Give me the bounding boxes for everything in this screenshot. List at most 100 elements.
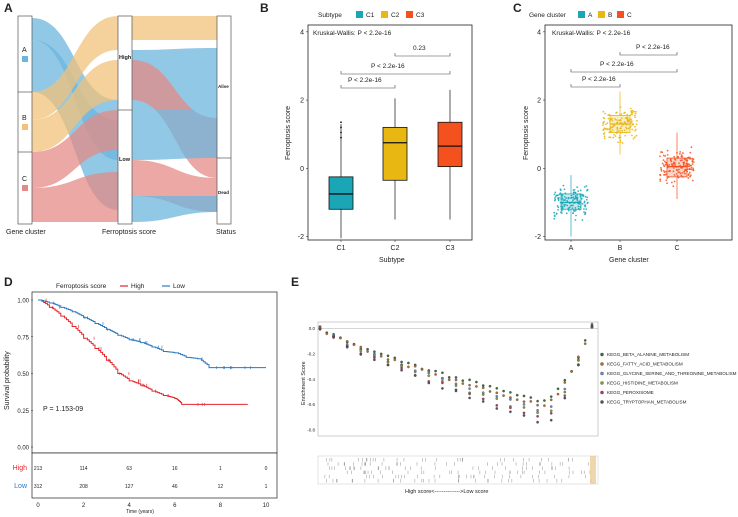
jitter-point	[659, 173, 661, 176]
jitter-point	[692, 169, 695, 172]
gsea-point	[563, 390, 567, 394]
gsea-point	[352, 343, 356, 347]
jitter-point	[614, 135, 617, 137]
gsea-point	[373, 350, 376, 354]
jitter-point	[660, 168, 663, 171]
subtype-pvalue-c2-c3: 0.23	[413, 45, 426, 52]
jitter-point	[617, 130, 619, 133]
ferroptosis-axis	[117, 15, 133, 225]
jitter-point	[584, 195, 587, 198]
km-curve-high	[38, 299, 248, 405]
jitter-point	[630, 125, 632, 127]
jitter-point	[621, 129, 624, 132]
jitter-point	[668, 170, 671, 172]
jitter-point	[604, 128, 607, 130]
gsea-point	[441, 387, 444, 390]
gsea-y-tick-label: -0.4	[307, 377, 315, 382]
jitter-point	[684, 172, 686, 175]
gsea-point	[339, 336, 342, 340]
jitter-point	[553, 217, 556, 220]
jitter-point	[557, 194, 559, 197]
jitter-point	[674, 158, 676, 161]
y-tick-label: 4	[300, 29, 304, 36]
gsea-point	[488, 390, 492, 393]
box-A	[560, 193, 582, 210]
gsea-point	[563, 381, 567, 384]
jitter-point	[692, 161, 695, 163]
jitter-point	[605, 123, 607, 126]
gsea-point	[468, 392, 471, 396]
jitter-point	[586, 202, 589, 205]
jitter-point	[680, 166, 683, 169]
jitter-point	[574, 209, 577, 212]
jitter-point	[623, 129, 626, 132]
jitter-point	[603, 135, 606, 138]
jitter-point	[581, 202, 584, 205]
jitter-point	[677, 171, 680, 174]
y-tick-label: 2	[300, 98, 304, 105]
gsea-point	[454, 378, 458, 382]
survival-x-tick-label: 6	[173, 503, 177, 509]
jitter-point	[669, 158, 672, 161]
outlier-point	[340, 136, 342, 139]
jitter-point	[634, 112, 637, 115]
gsea-y-tick-label: -0.8	[307, 427, 315, 432]
jitter-point	[556, 204, 559, 207]
jitter-point	[659, 178, 662, 181]
jitter-point	[679, 172, 682, 175]
node-label-b: B	[22, 115, 27, 122]
node-label-c: C	[22, 176, 27, 183]
gsea-point	[434, 369, 437, 373]
gsea-legend-label: KEGG_PEROXISOME	[607, 390, 654, 395]
jitter-point	[676, 174, 679, 177]
gsea-point	[536, 411, 539, 415]
jitter-point	[689, 156, 691, 159]
gene-cluster-plot-area: -2 0 2 4 A B C	[535, 29, 695, 252]
jitter-point	[633, 114, 636, 117]
jitter-point	[685, 169, 688, 172]
jitter-point	[631, 134, 633, 137]
risk-count: 1	[219, 466, 222, 472]
gsea-point	[509, 406, 512, 410]
gsea-point	[481, 384, 485, 387]
jitter-point	[624, 121, 627, 124]
sankey-flow-left	[32, 172, 118, 222]
gsea-point	[590, 324, 594, 327]
jitter-point	[568, 206, 571, 209]
risk-table	[31, 452, 278, 499]
jitter-point	[634, 125, 636, 128]
gsea-point	[427, 371, 431, 375]
jitter-point	[610, 130, 613, 133]
gsea-point	[583, 339, 587, 342]
gsea-y-tick-label: -0.2	[307, 351, 315, 356]
jitter-point	[566, 199, 569, 202]
jitter-point	[563, 205, 566, 208]
jitter-point	[616, 128, 619, 131]
panel-d-letter: D	[4, 275, 13, 289]
gsea-point	[570, 370, 573, 373]
survival-x-tick-label: 8	[219, 503, 223, 509]
gsea-point	[366, 350, 369, 353]
gsea-point	[454, 389, 458, 393]
gsea-point	[373, 358, 376, 362]
risk-count: 46	[172, 484, 178, 490]
gsea-point	[413, 370, 417, 374]
panel-e-letter: E	[291, 275, 299, 289]
gsea-point	[441, 381, 444, 385]
gsea-point	[468, 378, 471, 382]
box-C1	[328, 176, 354, 210]
jitter-point	[562, 207, 564, 209]
jitter-point	[627, 127, 630, 130]
jitter-point	[583, 211, 585, 213]
jitter-point	[557, 197, 559, 200]
y-tick-label: -2	[535, 234, 541, 241]
gsea-point	[536, 399, 539, 403]
gsea-point	[413, 364, 417, 368]
gsea-point	[359, 349, 363, 353]
jitter-point	[611, 119, 614, 122]
jitter-point	[629, 107, 632, 110]
gsea-point	[522, 394, 526, 398]
gsea-point	[386, 363, 390, 367]
jitter-point	[662, 164, 665, 166]
jitter-point	[635, 110, 638, 113]
